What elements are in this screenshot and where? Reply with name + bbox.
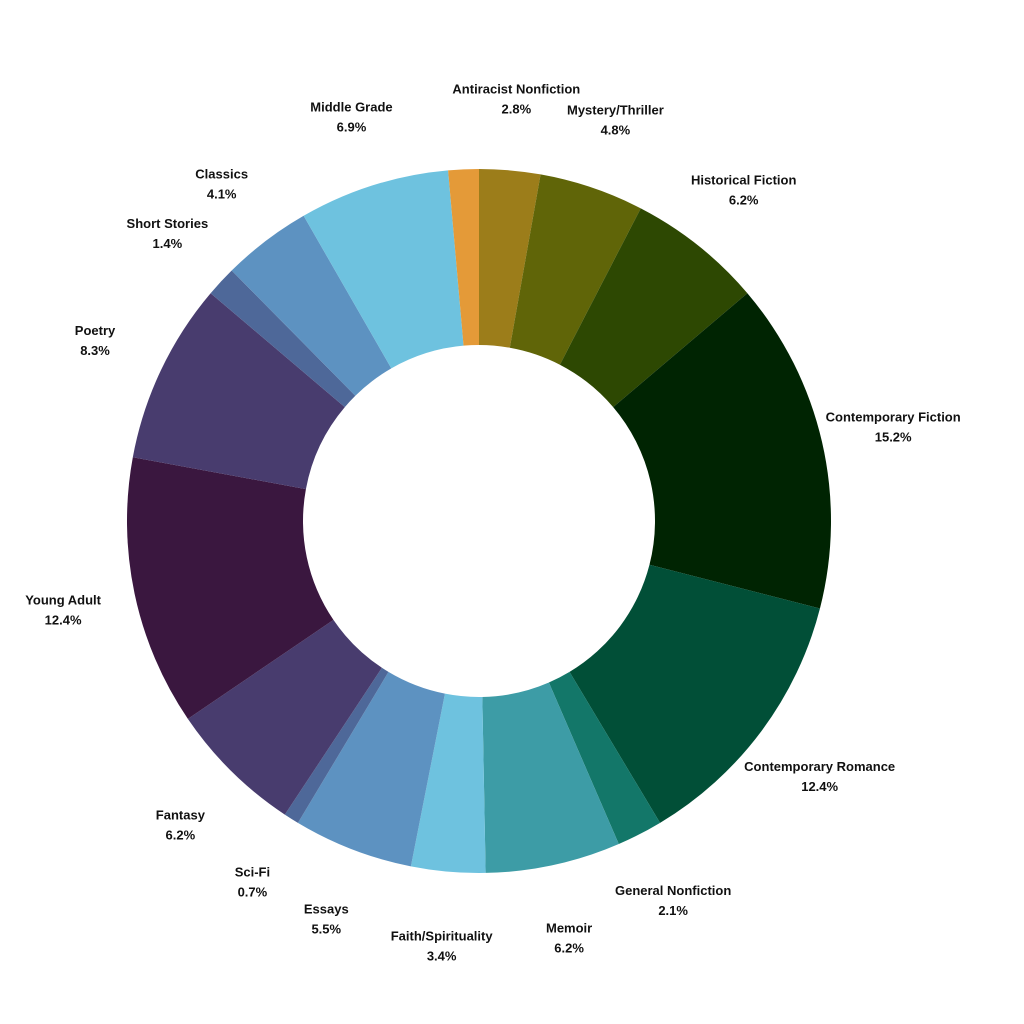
slice-poetry	[132, 293, 345, 490]
slice-label-classics: Classics	[195, 167, 248, 182]
slice-fantasy	[187, 619, 382, 815]
slice-value-short-stories: 1.4%	[153, 236, 183, 251]
slice-value-contemporary-romance: 12.4%	[801, 779, 838, 794]
slice-young-adult	[126, 457, 334, 719]
slice-value-mystery-thriller: 4.8%	[601, 122, 631, 137]
slice-value-essays: 5.5%	[311, 922, 341, 937]
slice-unlabeled-16	[448, 169, 479, 346]
slice-sci-fi	[284, 667, 389, 823]
slice-label-contemporary-romance: Contemporary Romance	[744, 759, 895, 774]
slices-group	[126, 169, 832, 873]
slice-value-middle-grade: 6.9%	[337, 120, 367, 135]
slice-label-antiracist-nonfiction: Antiracist Nonfiction	[452, 82, 580, 97]
slice-middle-grade	[303, 170, 464, 369]
slice-value-classics: 4.1%	[207, 187, 237, 202]
slice-label-memoir: Memoir	[546, 920, 592, 935]
slice-historical-fiction	[559, 208, 748, 408]
slice-label-essays: Essays	[304, 902, 349, 917]
slice-value-sci-fi: 0.7%	[238, 885, 268, 900]
slice-value-poetry: 8.3%	[80, 343, 110, 358]
slice-label-general-nonfiction: General Nonfiction	[615, 883, 731, 898]
slice-label-sci-fi: Sci-Fi	[235, 865, 270, 880]
slice-contemporary-fiction	[613, 293, 832, 609]
slice-value-memoir: 6.2%	[554, 940, 584, 955]
slice-value-faith-spirituality: 3.4%	[427, 948, 457, 963]
slice-label-middle-grade: Middle Grade	[310, 100, 392, 115]
slice-mystery-thriller	[509, 174, 641, 365]
slice-faith-spirituality	[410, 693, 486, 873]
slice-label-fantasy: Fantasy	[156, 807, 206, 822]
slice-value-general-nonfiction: 2.1%	[658, 903, 688, 918]
slice-label-contemporary-fiction: Contemporary Fiction	[826, 410, 961, 425]
slice-contemporary-romance	[569, 564, 820, 823]
slice-classics	[231, 215, 392, 396]
slice-value-contemporary-fiction: 15.2%	[875, 430, 912, 445]
slice-value-historical-fiction: 6.2%	[729, 192, 759, 207]
slice-label-poetry: Poetry	[75, 323, 116, 338]
slice-label-faith-spirituality: Faith/Spirituality	[391, 928, 494, 943]
slice-label-short-stories: Short Stories	[127, 216, 209, 231]
slice-label-mystery-thriller: Mystery/Thriller	[567, 102, 664, 117]
slice-general-nonfiction	[548, 671, 661, 845]
slice-label-young-adult: Young Adult	[25, 592, 101, 607]
slice-label-historical-fiction: Historical Fiction	[691, 172, 797, 187]
slice-essays	[297, 671, 445, 867]
slice-short-stories	[210, 270, 356, 408]
slice-value-young-adult: 12.4%	[45, 612, 82, 627]
slice-antiracist-nonfiction	[479, 169, 541, 348]
slice-value-fantasy: 6.2%	[166, 827, 196, 842]
slice-memoir	[482, 682, 619, 873]
slice-value-antiracist-nonfiction: 2.8%	[502, 102, 532, 117]
labels-group: Antiracist Nonfiction 2.8% Mystery/Thrille…	[25, 82, 961, 964]
